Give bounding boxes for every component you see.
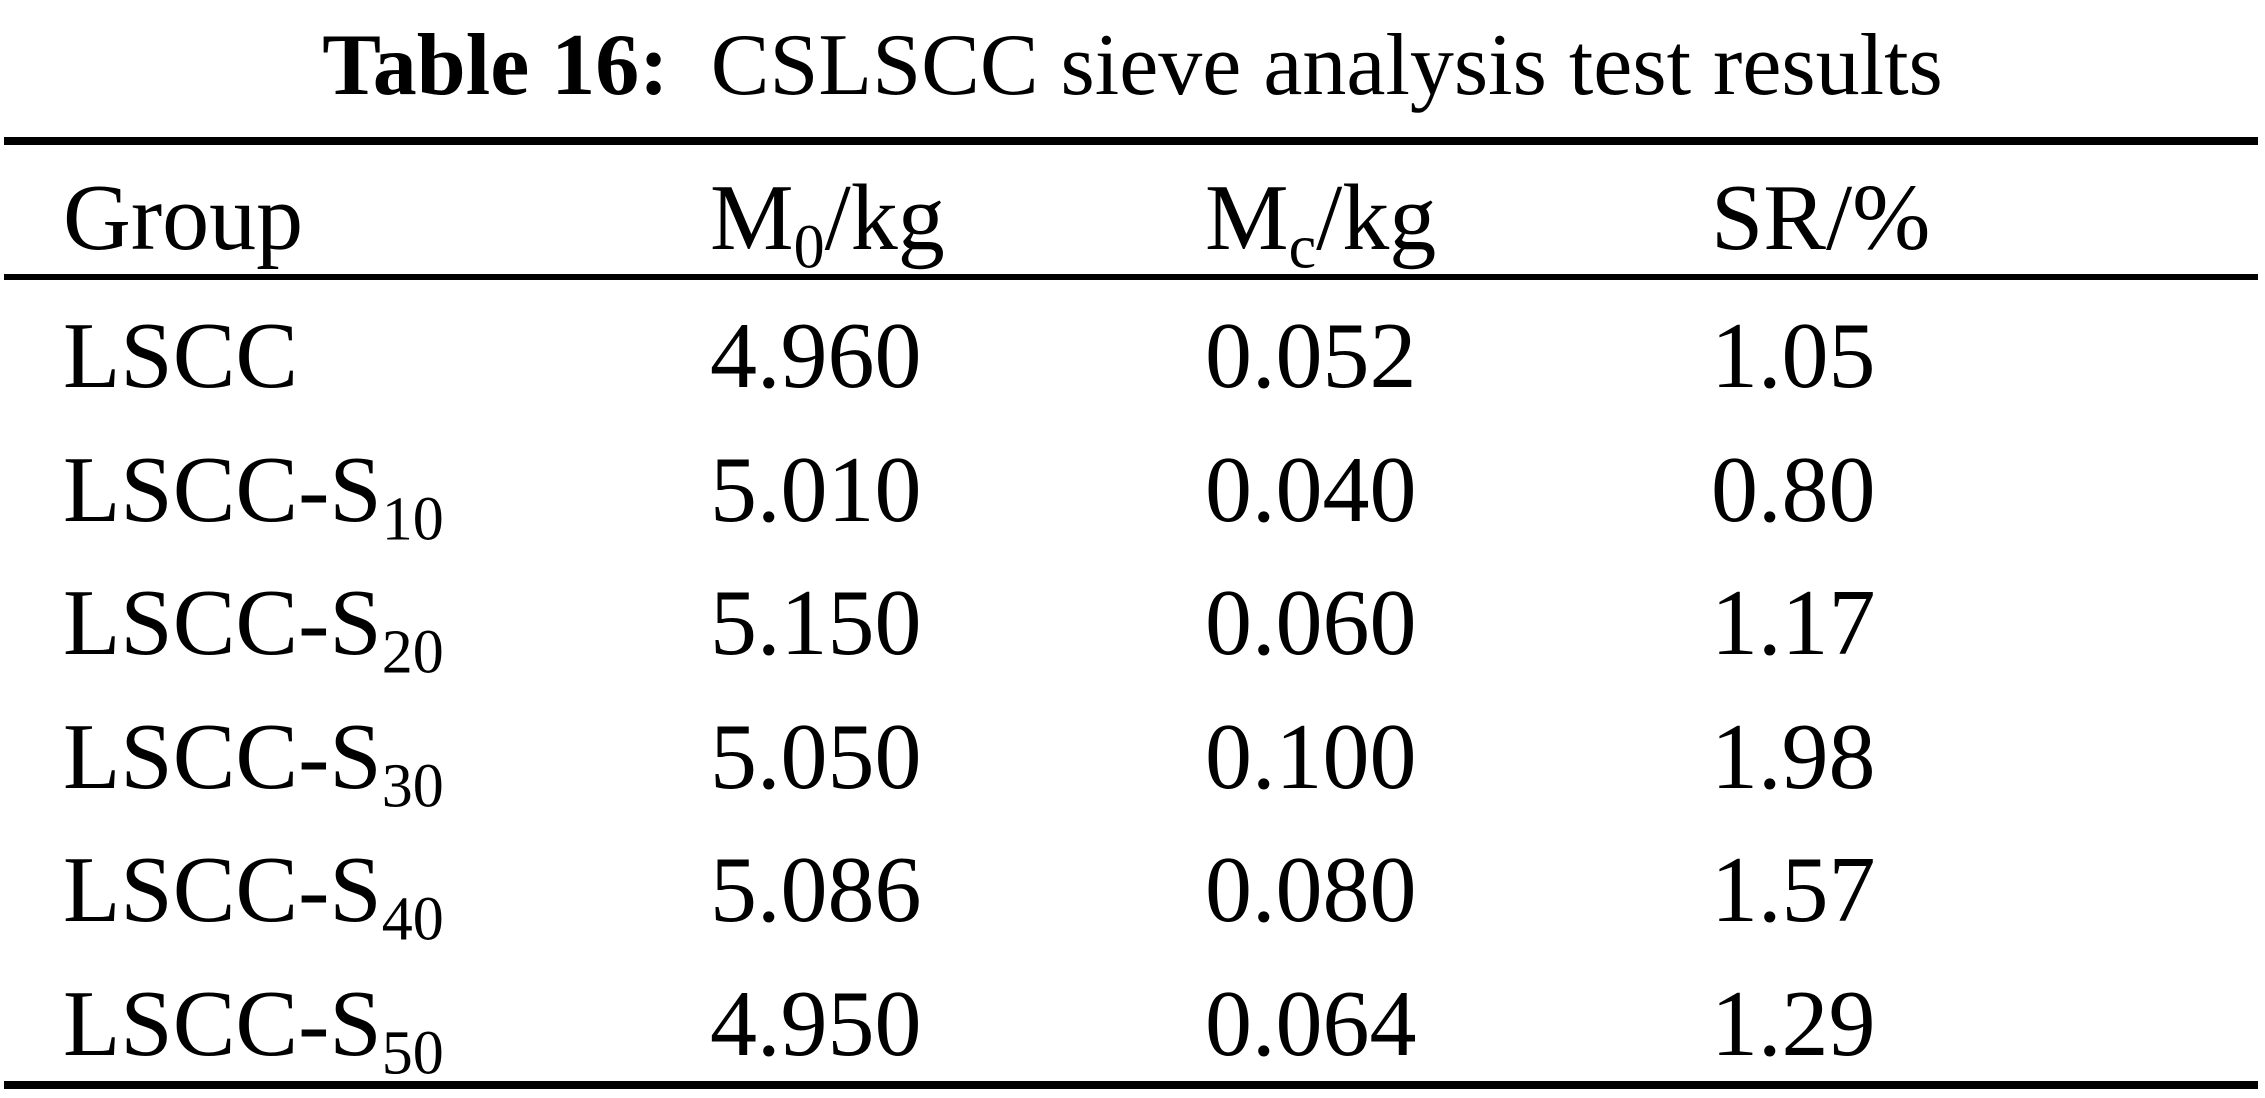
column-header-mc: Mc/kg bbox=[1205, 166, 1705, 300]
table-row: LSCC 4.960 0.052 1.05 bbox=[0, 304, 2265, 438]
cell-m0: 5.010 bbox=[710, 437, 922, 542]
cell-sr: 1.17 bbox=[1711, 571, 1876, 675]
header-mc-unit: /kg bbox=[1316, 166, 1437, 270]
group-subscript: 30 bbox=[381, 752, 444, 821]
table-row: LSCC-S10 5.010 0.040 0.80 bbox=[0, 438, 2265, 572]
table-row: LSCC-S20 5.150 0.060 1.17 bbox=[0, 571, 2265, 705]
cell-sr: 0.80 bbox=[1711, 437, 1876, 542]
column-header-group: Group bbox=[0, 166, 710, 300]
group-subscript: 40 bbox=[381, 885, 444, 954]
group-subscript: 50 bbox=[381, 1019, 444, 1088]
header-group-label: Group bbox=[63, 166, 304, 270]
group-subscript: 10 bbox=[381, 485, 444, 554]
cell-group: LSCC-S10 bbox=[0, 438, 710, 572]
group-base: LSCC bbox=[63, 304, 299, 408]
cell-m0: 4.950 bbox=[710, 971, 922, 1076]
cell-sr: 1.29 bbox=[1711, 971, 1876, 1076]
header-m0-subscript: 0 bbox=[793, 213, 825, 282]
cell-mc: 0.040 bbox=[1205, 437, 1417, 542]
header-mc-subscript: c bbox=[1288, 213, 1317, 282]
cell-m0: 5.050 bbox=[710, 704, 922, 809]
group-base: LSCC-S bbox=[63, 437, 382, 542]
table-row: LSCC-S30 5.050 0.100 1.98 bbox=[0, 705, 2265, 839]
cell-m0: 5.086 bbox=[710, 838, 922, 942]
cell-sr: 1.57 bbox=[1711, 838, 1876, 942]
cell-sr: 1.98 bbox=[1711, 704, 1876, 809]
group-base: LSCC-S bbox=[63, 838, 382, 942]
table-row: LSCC-S40 5.086 0.080 1.57 bbox=[0, 838, 2265, 972]
cell-m0: 5.150 bbox=[710, 571, 922, 675]
column-header-m0: M0/kg bbox=[710, 166, 1205, 300]
group-subscript: 20 bbox=[381, 618, 444, 687]
cell-mc: 0.052 bbox=[1205, 304, 1417, 408]
group-base: LSCC-S bbox=[63, 971, 382, 1076]
table-header-row: Group M0/kg Mc/kg SR/% bbox=[0, 166, 2265, 300]
cell-group: LSCC-S30 bbox=[0, 705, 710, 839]
table-header-rule bbox=[4, 274, 2258, 280]
cell-mc: 0.080 bbox=[1205, 838, 1417, 942]
cell-sr: 1.05 bbox=[1711, 304, 1876, 408]
header-sr-label: SR/% bbox=[1711, 166, 1931, 270]
header-m0-base: M bbox=[710, 166, 794, 270]
cell-group: LSCC-S40 bbox=[0, 838, 710, 972]
group-base: LSCC-S bbox=[63, 704, 382, 809]
cell-mc: 0.100 bbox=[1205, 704, 1417, 809]
cell-mc: 0.064 bbox=[1205, 971, 1417, 1076]
table-top-rule bbox=[4, 137, 2258, 145]
header-m0-unit: /kg bbox=[824, 166, 945, 270]
table-row: LSCC-S50 4.950 0.064 1.29 bbox=[0, 972, 2265, 1098]
table-bottom-rule bbox=[4, 1081, 2258, 1089]
column-header-sr: SR/% bbox=[1705, 166, 2265, 300]
cell-m0: 4.960 bbox=[710, 304, 922, 408]
cell-group: LSCC bbox=[0, 304, 710, 438]
cell-group: LSCC-S50 bbox=[0, 972, 710, 1098]
caption-label: Table 16: bbox=[322, 17, 669, 114]
table-body: LSCC 4.960 0.052 1.05 LSCC-S10 5.010 0.0… bbox=[0, 304, 2265, 1098]
header-mc-base: M bbox=[1205, 166, 1289, 270]
cell-group: LSCC-S20 bbox=[0, 571, 710, 705]
group-base: LSCC-S bbox=[63, 571, 382, 675]
table-caption: Table 16: CSLSCC sieve analysis test resu… bbox=[0, 17, 2265, 115]
caption-text: CSLSCC sieve analysis test results bbox=[710, 17, 1943, 114]
cell-mc: 0.060 bbox=[1205, 571, 1417, 675]
